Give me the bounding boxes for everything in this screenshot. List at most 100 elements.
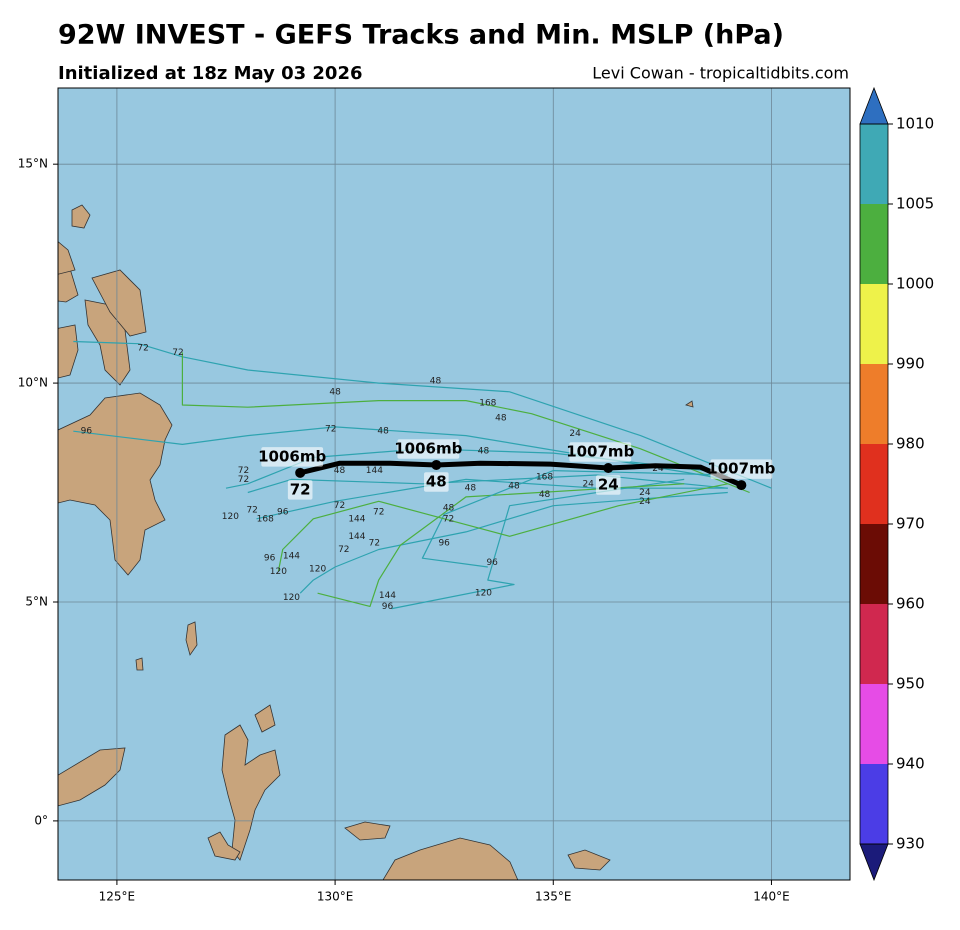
- hour-label: 144: [348, 532, 365, 542]
- ensemble-track: [299, 491, 728, 594]
- x-tick-label: 135°E: [535, 890, 572, 904]
- y-tick-label: 5°N: [25, 594, 48, 608]
- colorbar-tick-label: 970: [896, 515, 925, 533]
- land: [58, 204, 694, 880]
- ensemble-track: [421, 470, 728, 568]
- label-bg: [595, 475, 621, 495]
- label-bg: [569, 442, 632, 462]
- ensemble-track: [391, 478, 685, 610]
- label-bg: [710, 459, 773, 479]
- hour-label: 48: [495, 414, 507, 424]
- track-label: 1007mb: [707, 460, 775, 478]
- mean-track: [299, 460, 743, 488]
- map-frame: [57, 87, 851, 881]
- track-label: 72: [290, 480, 311, 498]
- hour-label: 48: [478, 446, 490, 456]
- ensemble-track: [73, 340, 772, 489]
- label-bg: [424, 472, 449, 492]
- y-tick-label: 0°: [34, 813, 48, 827]
- colorbar-tick-label: 960: [896, 595, 925, 613]
- hour-label: 72: [238, 475, 249, 485]
- track-label: 1006mb: [258, 447, 326, 465]
- hour-label: 48: [430, 376, 442, 386]
- hour-label: 120: [222, 512, 239, 522]
- hour-label: 48: [334, 466, 346, 476]
- hour-label: 72: [338, 545, 349, 555]
- ensemble-track: [317, 483, 685, 607]
- hour-label: 48: [443, 503, 455, 513]
- ensemble-track: [247, 474, 728, 494]
- colorbar-tick-label: 1000: [896, 275, 934, 293]
- hour-label: 120: [475, 589, 492, 599]
- colorbar: 930 940 950 960 970 980 990 1000 1005 1010: [859, 86, 934, 882]
- hour-label: 72: [238, 466, 249, 476]
- ensemble-track: [256, 478, 728, 520]
- label-bg: [287, 480, 313, 500]
- colorbar-extend: [859, 843, 889, 882]
- hour-label: 96: [438, 538, 450, 548]
- hour-label: 48: [539, 490, 551, 500]
- colorbar-tick-label: 930: [896, 835, 925, 853]
- y-tick-label: 10°N: [18, 376, 48, 390]
- track-label: 1006mb: [394, 439, 462, 457]
- colorbar-tick-label: 1010: [896, 115, 934, 133]
- hour-label: 48: [508, 481, 520, 491]
- ocean: [58, 88, 850, 880]
- hour-label: 168: [536, 473, 553, 483]
- colorbar-tick-label: 940: [896, 755, 925, 773]
- colorbar-frame: [859, 123, 889, 845]
- mean-point: [603, 463, 614, 474]
- hour-label: 24: [652, 464, 664, 474]
- y-tick-label: 15°N: [18, 157, 48, 171]
- colorbar-segment: [860, 524, 888, 604]
- colorbar-tick-label: 950: [896, 675, 925, 693]
- x-tick-label: 125°E: [99, 890, 136, 904]
- hour-label: 120: [309, 565, 326, 575]
- hour-label: 24: [639, 488, 651, 498]
- mean-point: [736, 480, 747, 491]
- hour-label: 48: [329, 387, 341, 397]
- credit: Levi Cowan - tropicaltidbits.com: [592, 64, 849, 83]
- hour-label: 96: [277, 508, 289, 518]
- hour-label: 168: [257, 514, 274, 524]
- hour-label: 96: [81, 427, 93, 437]
- hour-label: 48: [377, 427, 389, 437]
- hour-label: 96: [486, 558, 498, 568]
- hour-label: 144: [283, 552, 300, 562]
- colorbar-tick-label: 990: [896, 355, 925, 373]
- hour-label: 24: [639, 497, 651, 507]
- colorbar-segment: [860, 684, 888, 764]
- colorbar-segment: [860, 364, 888, 444]
- colorbar-segment: [860, 444, 888, 524]
- track-label: 1007mb: [566, 443, 634, 461]
- colorbar-segment: [860, 204, 888, 284]
- hour-label: 72: [334, 501, 345, 511]
- hour-label: 96: [264, 554, 276, 564]
- mean-point: [431, 459, 442, 470]
- hour-label: 120: [270, 567, 287, 577]
- hour-label: 24: [569, 429, 581, 439]
- hour-label: 72: [373, 508, 384, 518]
- hour-label: 24: [582, 479, 594, 489]
- colorbar-segment: [860, 604, 888, 684]
- colorbar-tick-label: 1005: [896, 195, 934, 213]
- hour-label: 96: [382, 602, 394, 612]
- mean-point: [295, 467, 306, 478]
- subtitle: Initialized at 18z May 03 2026: [58, 63, 363, 84]
- x-tick-label: 130°E: [317, 890, 354, 904]
- colorbar-segment: [860, 284, 888, 364]
- hour-label: 72: [443, 514, 454, 524]
- track-label: 24: [598, 476, 619, 494]
- colorbar-segment: [860, 124, 888, 204]
- colorbar-extend: [859, 86, 889, 125]
- hour-label: 72: [325, 425, 336, 435]
- colorbar-tick-label: 980: [896, 435, 925, 453]
- hour-label: 120: [283, 593, 300, 603]
- title: 92W INVEST - GEFS Tracks and Min. MSLP (…: [58, 20, 784, 51]
- x-tick-label: 140°E: [753, 890, 790, 904]
- hour-label: 72: [137, 344, 148, 354]
- colorbar-segment: [860, 764, 888, 844]
- hour-label: 72: [246, 506, 257, 516]
